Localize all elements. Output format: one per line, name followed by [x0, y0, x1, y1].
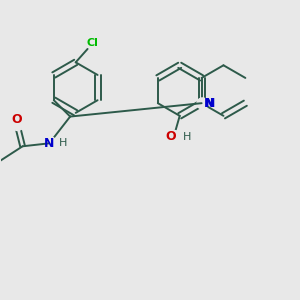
Text: O: O: [11, 113, 22, 126]
Text: O: O: [166, 130, 176, 143]
Text: H: H: [58, 138, 67, 148]
Text: H: H: [183, 132, 191, 142]
Text: N: N: [204, 97, 214, 110]
Text: N: N: [205, 97, 215, 110]
Text: N: N: [44, 137, 55, 150]
Text: Cl: Cl: [86, 38, 98, 48]
